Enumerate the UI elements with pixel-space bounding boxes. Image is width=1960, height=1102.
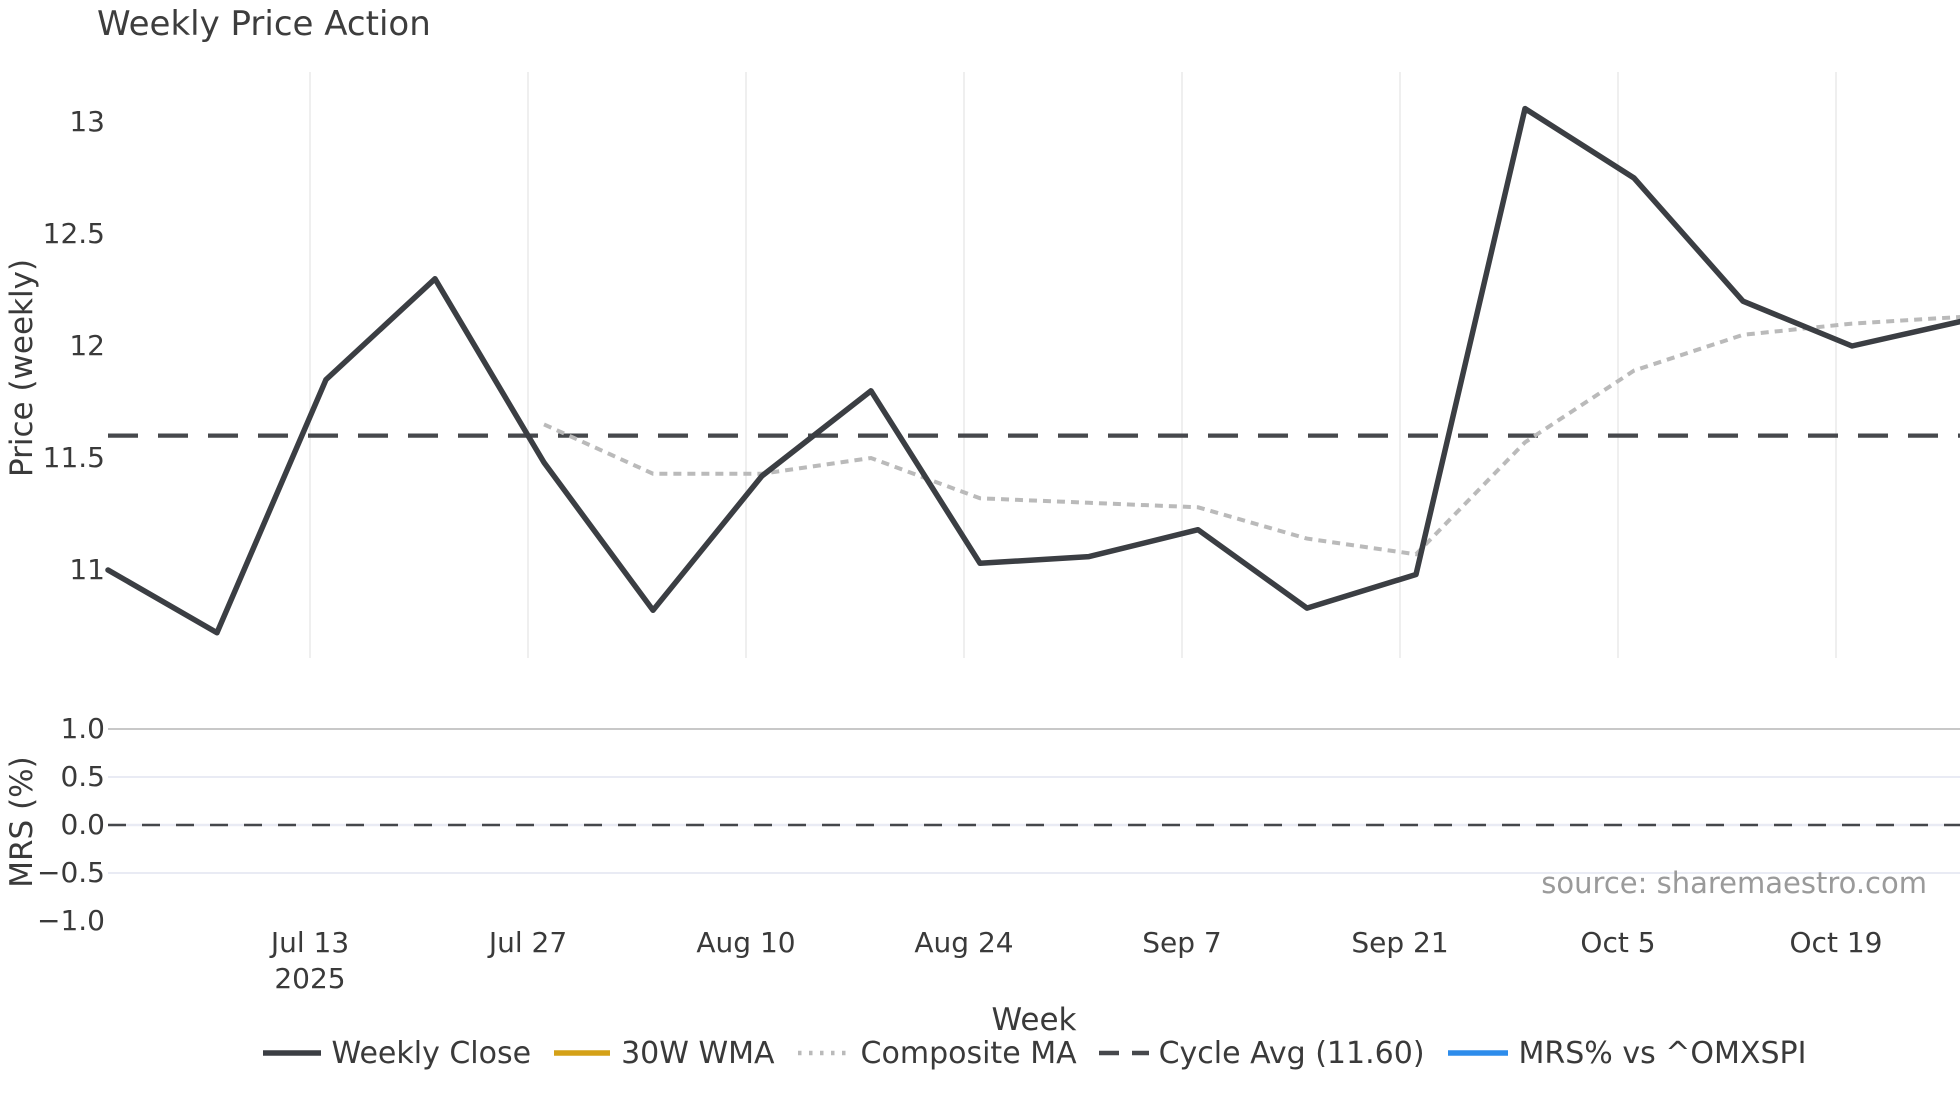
legend-item-composite-ma: Composite MA [797,1036,1077,1071]
cycle-avg-dashed-swatch [1098,1050,1149,1056]
composite-ma-dotted-swatch [797,1050,850,1056]
mrs-ytick--0.5: −0.5 [37,856,105,889]
xtick-oct-5: Oct 5 [1580,926,1656,959]
mrs-line-swatch [1447,1050,1508,1056]
chart-title: Weekly Price Action [97,4,431,44]
legend-label: 30W WMA [621,1035,775,1071]
weekly-close-line [105,105,1960,636]
source-note: source: sharemaestro.com [1541,866,1927,900]
legend-label: MRS% vs ^OMXSPI [1518,1035,1807,1071]
wma-line-swatch [554,1050,611,1056]
legend-label: Cycle Avg (11.60) [1158,1035,1425,1071]
mrs-ytick-0: 0.0 [60,808,105,841]
legend-item-mrs: MRS% vs ^OMXSPI [1447,1035,1807,1071]
mrs-ytick-0.5: 0.5 [60,760,105,793]
mrs-ytick-1: 1.0 [60,712,105,745]
legend-item-30w-wma: 30W WMA [553,1035,775,1071]
legend-label: Weekly Close [331,1035,532,1071]
composite-ma-line [543,314,1960,557]
xtick-jul-13: Jul 13 [270,926,350,959]
price-ytick-13: 13 [69,105,105,138]
x-axis-title: Week [991,1002,1077,1038]
xtick-oct-19: Oct 19 [1789,926,1883,959]
mrs-ytick--1: −1.0 [37,904,105,937]
xtick-aug-24: Aug 24 [914,926,1014,959]
legend: Weekly Close 30W WMA Composite MA Cycle … [108,1033,1960,1073]
price-ytick-11.5: 11.5 [42,441,105,474]
price-ytick-12: 12 [69,329,105,362]
weekly-close-line-swatch [262,1050,321,1056]
price-ytick-11: 11 [69,553,105,586]
xtick-aug-10: Aug 10 [696,926,796,959]
xtick-jul-27: Jul 27 [488,926,568,959]
xtick-sep-21: Sep 21 [1351,926,1449,959]
price-ytick-12.5: 12.5 [42,217,105,250]
legend-item-cycle-avg: Cycle Avg (11.60) [1098,1035,1425,1071]
xtick-sep-7: Sep 7 [1142,926,1222,959]
legend-label: Composite MA [860,1035,1077,1071]
xtick-year: 2025 [274,962,346,995]
legend-item-weekly-close: Weekly Close [262,1035,532,1071]
